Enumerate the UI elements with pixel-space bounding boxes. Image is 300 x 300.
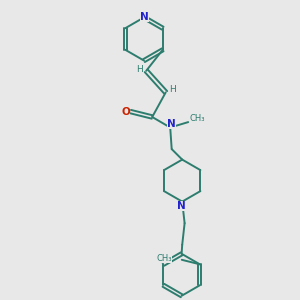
Text: CH₃: CH₃ xyxy=(157,254,172,263)
Text: N: N xyxy=(177,201,186,211)
Text: N: N xyxy=(167,118,176,129)
Text: CH₃: CH₃ xyxy=(190,114,205,123)
Text: H: H xyxy=(169,85,176,94)
Text: N: N xyxy=(140,12,149,22)
Text: H: H xyxy=(136,65,143,74)
Text: O: O xyxy=(122,106,130,117)
